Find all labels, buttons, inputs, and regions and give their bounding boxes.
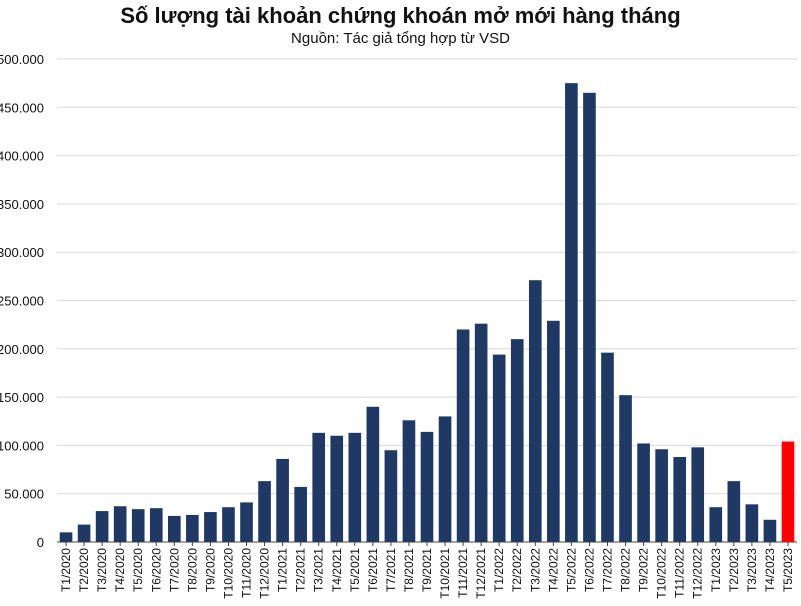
x-tick-label: T2/2020 xyxy=(77,548,91,592)
bar xyxy=(745,504,759,542)
bar xyxy=(492,354,506,542)
y-tick-label: 200.000 xyxy=(0,342,44,357)
y-tick-label: 500.000 xyxy=(0,52,44,67)
x-tick-label: T11/2022 xyxy=(673,548,687,598)
x-tick-label: T2/2021 xyxy=(294,548,308,592)
x-tick-label: T11/2020 xyxy=(240,548,254,598)
bar xyxy=(655,449,668,542)
bar xyxy=(294,486,307,542)
x-tick-label: T9/2020 xyxy=(203,548,217,592)
x-tick-label: T5/2022 xyxy=(564,548,578,592)
bar xyxy=(258,481,271,542)
y-tick-label: 0 xyxy=(37,535,44,550)
x-tick-label: T7/2022 xyxy=(600,548,614,592)
x-tick-label: T6/2020 xyxy=(149,548,163,592)
x-tick-label: T11/2021 xyxy=(456,548,470,598)
bar xyxy=(528,280,542,542)
bar xyxy=(420,431,434,542)
x-tick-label: T1/2020 xyxy=(59,548,73,592)
x-tick-label: T7/2020 xyxy=(167,548,181,592)
x-tick-label: T12/2020 xyxy=(258,548,272,599)
x-tick-label: T3/2021 xyxy=(312,548,326,592)
bar xyxy=(186,514,199,542)
bar xyxy=(77,524,91,542)
x-tick-label: T2/2023 xyxy=(727,548,741,592)
chart-title: Số lượng tài khoản chứng khoán mở mới hà… xyxy=(120,3,681,28)
y-tick-label: 300.000 xyxy=(0,245,44,260)
bar xyxy=(456,329,470,542)
x-tick-label: T4/2022 xyxy=(546,548,560,592)
y-tick-label: 400.000 xyxy=(0,149,44,164)
x-tick-label: T2/2022 xyxy=(510,548,524,592)
bar xyxy=(763,519,777,542)
bar xyxy=(709,507,723,542)
bar xyxy=(312,432,326,542)
x-tick-label: T8/2022 xyxy=(619,548,633,592)
x-tick-label: T6/2022 xyxy=(582,548,596,592)
x-tick-label: T3/2020 xyxy=(95,548,109,592)
x-tick-label: T4/2021 xyxy=(330,548,344,592)
bar xyxy=(601,352,614,542)
bar xyxy=(168,515,181,542)
bar xyxy=(402,420,416,542)
bar xyxy=(330,435,344,542)
x-tick-label: T5/2021 xyxy=(348,548,362,592)
bar xyxy=(727,481,741,542)
x-tick-label: T8/2021 xyxy=(402,548,416,592)
bar xyxy=(510,339,524,542)
x-tick-label: T3/2022 xyxy=(528,548,542,592)
bar xyxy=(474,323,488,542)
bar xyxy=(691,447,705,542)
bar xyxy=(583,92,596,542)
x-tick-label: T4/2020 xyxy=(113,548,127,592)
x-tick-label: T12/2022 xyxy=(691,548,705,599)
y-tick-label: 100.000 xyxy=(0,438,44,453)
x-tick-label: T1/2022 xyxy=(492,548,506,592)
bar xyxy=(95,511,109,542)
bar-highlight xyxy=(781,441,795,542)
y-tick-label: 450.000 xyxy=(0,100,44,115)
x-tick-label: T3/2023 xyxy=(745,548,759,592)
x-tick-label: T9/2021 xyxy=(420,548,434,592)
x-tick-label: T6/2021 xyxy=(366,548,380,592)
bar xyxy=(204,512,217,542)
bar xyxy=(438,416,452,542)
x-tick-label: T8/2020 xyxy=(185,548,199,592)
x-tick-label: T9/2022 xyxy=(637,548,651,592)
bar xyxy=(149,508,163,542)
bar xyxy=(131,509,145,542)
bar xyxy=(113,506,127,542)
x-tick-label: T10/2021 xyxy=(438,548,452,599)
y-tick-label: 150.000 xyxy=(0,390,44,405)
x-tick-label: T1/2021 xyxy=(276,548,290,592)
bar xyxy=(673,456,686,542)
x-tick-label: T7/2021 xyxy=(384,548,398,592)
bar xyxy=(222,507,235,542)
bar xyxy=(547,320,560,542)
x-tick-label: T5/2023 xyxy=(781,548,795,592)
y-tick-label: 250.000 xyxy=(0,294,44,309)
bar xyxy=(276,458,289,542)
bar xyxy=(637,443,650,542)
bar xyxy=(240,502,253,542)
x-tick-label: T4/2023 xyxy=(763,548,777,592)
x-tick-label: T5/2020 xyxy=(131,548,145,592)
bar xyxy=(565,83,578,543)
bar xyxy=(348,432,362,542)
bar xyxy=(366,406,380,542)
y-tick-label: 350.000 xyxy=(0,197,44,212)
x-tick-label: T1/2023 xyxy=(709,548,723,592)
y-tick-label: 50.000 xyxy=(4,487,44,502)
x-tick-label: T12/2021 xyxy=(474,548,488,599)
x-tick-label: T10/2022 xyxy=(655,548,669,599)
bar xyxy=(59,532,73,542)
chart-subtitle: Nguồn: Tác giả tổng hợp từ VSD xyxy=(291,30,510,47)
x-tick-label: T10/2020 xyxy=(221,548,235,599)
bar xyxy=(619,395,632,542)
bar xyxy=(384,450,398,542)
